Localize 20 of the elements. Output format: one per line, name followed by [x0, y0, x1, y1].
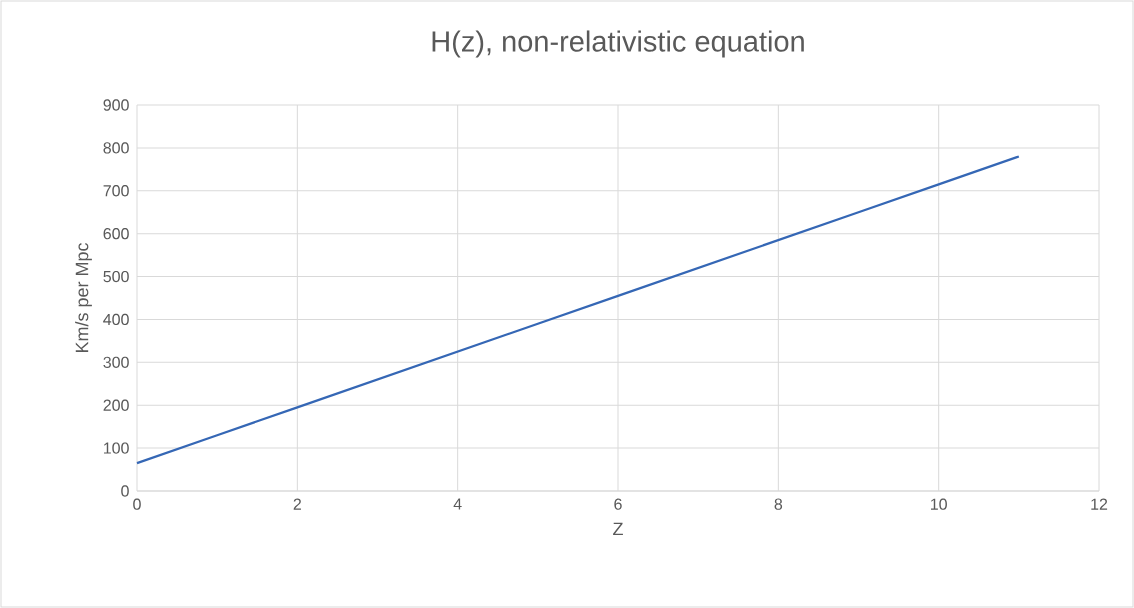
y-tick-label: 600	[103, 228, 129, 240]
chart-title: H(z), non-relativistic equation	[432, 30, 804, 58]
y-tick-label: 300	[103, 356, 129, 368]
y-tick-label: 700	[103, 185, 129, 197]
y-axis-title: Km/s per Mpc	[75, 242, 92, 353]
y-tick-label: 900	[103, 99, 129, 111]
x-tick-label: 4	[453, 498, 462, 510]
y-tick-label: 0	[121, 485, 129, 497]
y-tick-label: 200	[103, 399, 129, 411]
x-axis-title: Z	[613, 522, 623, 536]
y-tick-label: 800	[103, 142, 129, 154]
x-tick-label: 0	[133, 498, 141, 510]
x-tick-label: 8	[774, 498, 783, 510]
x-tick-label: 6	[614, 498, 622, 510]
y-tick-label: 500	[103, 270, 129, 283]
y-tick-label: 100	[104, 442, 129, 454]
y-tick-label: 400	[103, 313, 129, 326]
x-tick-label: 12	[1091, 498, 1108, 510]
x-tick-label: 2	[293, 498, 301, 510]
x-tick-label: 10	[931, 498, 947, 510]
